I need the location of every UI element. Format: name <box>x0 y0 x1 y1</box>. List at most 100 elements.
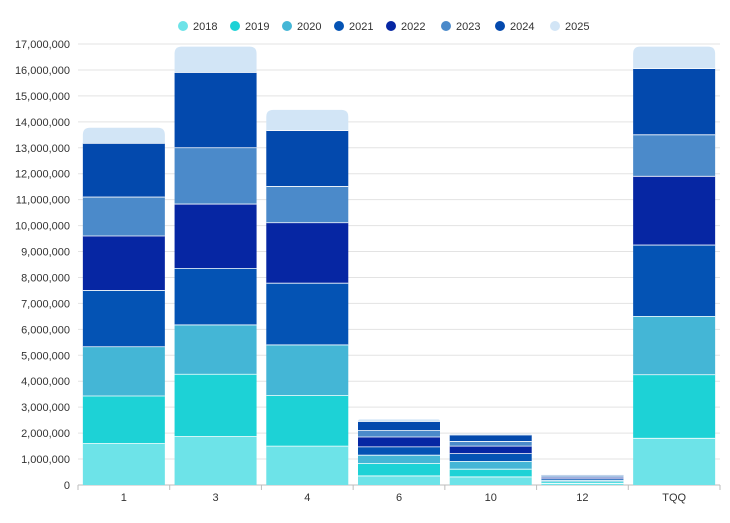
bar-segment-1-2021 <box>82 290 165 347</box>
bar-segment-6-2023 <box>358 430 440 438</box>
bar-segment-3-2024 <box>174 72 257 148</box>
legend-swatch <box>441 21 451 31</box>
x-tick-label: 6 <box>396 492 402 504</box>
legend-swatch <box>495 21 505 31</box>
bar-segment-6-2022 <box>358 437 440 447</box>
bar-segment-4-2022 <box>266 222 349 284</box>
y-tick-label: 9,000,000 <box>21 247 70 259</box>
bar-segment-10-2022 <box>449 446 532 454</box>
y-axis: 0 1,000,000 2,000,000 3,000,000 4,000,000 5,0… <box>15 39 70 492</box>
bar-stack-4 <box>266 109 349 485</box>
legend-item-2021: 2021 <box>334 21 373 33</box>
y-tick-label: 17,000,000 <box>15 39 70 51</box>
bar-segment-TQQ-2019 <box>633 374 716 439</box>
bar-segment-6-2024 <box>358 421 440 431</box>
legend-label: 2024 <box>510 21 534 33</box>
bar-segment-1-2024 <box>82 143 165 198</box>
bar-segment-4-2023 <box>266 186 349 223</box>
x-tick-label: 10 <box>485 492 497 504</box>
legend-swatch <box>550 21 560 31</box>
bar-stack-TQQ <box>633 46 716 485</box>
bar-segment-10-2021 <box>449 453 532 462</box>
bar-segment-1-2019 <box>82 396 165 444</box>
bar-stack-10 <box>449 433 532 485</box>
bar-stack-3 <box>174 46 257 485</box>
x-tick-label: 3 <box>213 492 219 504</box>
legend-item-2020: 2020 <box>282 21 321 33</box>
bar-segment-1-2020 <box>82 346 165 397</box>
legend-item-2025: 2025 <box>550 21 589 33</box>
bar-segment-12-2023 <box>541 475 624 478</box>
y-tick-label: 4,000,000 <box>21 376 70 388</box>
bar-segment-6-2025 <box>358 419 440 422</box>
bar-segment-6-2020 <box>358 455 440 464</box>
legend-swatch <box>230 21 240 31</box>
y-tick-label: 6,000,000 <box>21 324 70 336</box>
bar-segment-1-2018 <box>82 443 165 485</box>
bar-segment-12-2020 <box>541 480 624 482</box>
bar-segment-12-2022 <box>541 477 624 479</box>
bar-segment-1-2023 <box>82 197 165 236</box>
y-tick-label: 3,000,000 <box>21 402 70 414</box>
bar-segment-3-2023 <box>174 147 257 205</box>
x-axis: 1 3 4 6 10 12 TQQ <box>77 485 721 504</box>
bar-segment-TQQ-2025 <box>633 46 716 69</box>
bar-segment-4-2019 <box>266 395 349 447</box>
bar-segment-4-2018 <box>266 446 349 485</box>
legend-label: 2021 <box>349 21 373 33</box>
y-tick-label: 11,000,000 <box>16 195 70 207</box>
bar-segment-TQQ-2021 <box>633 245 716 317</box>
legend-label: 2018 <box>193 21 217 33</box>
bar-segment-3-2019 <box>174 374 257 437</box>
y-tick-label: 7,000,000 <box>21 298 70 310</box>
legend-swatch <box>282 21 292 31</box>
bar-segment-4-2020 <box>266 344 349 396</box>
bar-segment-TQQ-2018 <box>633 438 716 485</box>
bar-segment-12-2021 <box>541 478 624 481</box>
x-tick-label: TQQ <box>662 492 686 504</box>
bar-segment-4-2024 <box>266 130 349 187</box>
legend-label: 2025 <box>565 21 589 33</box>
bar-segment-10-2020 <box>449 461 532 470</box>
bar-segment-TQQ-2024 <box>633 68 716 135</box>
y-tick-label: 13,000,000 <box>15 143 70 155</box>
y-tick-label: 12,000,000 <box>15 169 70 181</box>
y-tick-label: 15,000,000 <box>15 91 70 103</box>
bar-segment-3-2020 <box>174 324 257 375</box>
bar-segment-6-2019 <box>358 463 440 476</box>
bar-segment-6-2018 <box>358 475 440 485</box>
legend-item-2019: 2019 <box>230 21 269 33</box>
bar-segment-3-2025 <box>174 46 257 73</box>
bar-segment-3-2022 <box>174 204 257 269</box>
x-tick-label: 12 <box>576 492 588 504</box>
y-tick-label: 0 <box>64 480 70 492</box>
y-tick-label: 14,000,000 <box>15 117 70 129</box>
bar-segment-3-2021 <box>174 268 257 325</box>
x-tick-label: 4 <box>304 492 310 504</box>
y-tick-label: 10,000,000 <box>15 221 70 233</box>
legend-item-2022: 2022 <box>386 21 425 33</box>
legend-swatch <box>334 21 344 31</box>
bar-stack-1 <box>82 127 165 485</box>
legend-label: 2019 <box>245 21 269 33</box>
bar-stack-12 <box>541 474 624 485</box>
bar-segment-10-2018 <box>449 476 532 485</box>
bar-segment-TQQ-2022 <box>633 176 716 246</box>
legend-swatch <box>178 21 188 31</box>
bar-segment-12-2019 <box>541 481 624 484</box>
bar-segment-4-2021 <box>266 283 349 345</box>
bar-segment-TQQ-2020 <box>633 316 716 375</box>
legend-label: 2023 <box>456 21 480 33</box>
bar-segment-12-2018 <box>541 483 624 485</box>
bars <box>82 46 716 485</box>
y-tick-label: 16,000,000 <box>15 65 70 77</box>
legend-label: 2020 <box>297 21 321 33</box>
bar-segment-10-2024 <box>449 434 532 442</box>
y-tick-label: 1,000,000 <box>21 454 70 466</box>
bar-segment-1-2022 <box>82 235 165 291</box>
legend-item-2024: 2024 <box>495 21 534 33</box>
bar-segment-6-2021 <box>358 446 440 456</box>
x-tick-label: 1 <box>121 492 127 504</box>
